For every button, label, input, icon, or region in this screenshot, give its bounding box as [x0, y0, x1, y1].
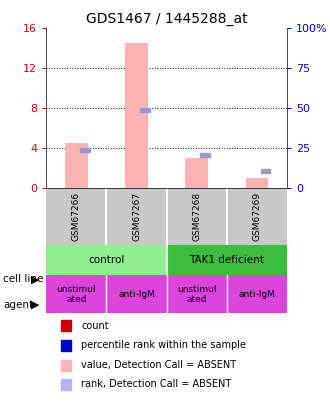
Bar: [261, 169, 270, 173]
Text: GSM67266: GSM67266: [72, 192, 81, 241]
Text: ▶: ▶: [31, 300, 40, 309]
Text: control: control: [88, 255, 125, 265]
Bar: [140, 108, 150, 112]
Bar: [200, 153, 210, 157]
Bar: [61, 320, 72, 331]
Bar: [65, 143, 88, 188]
Bar: [167, 188, 227, 245]
Text: GSM67268: GSM67268: [192, 192, 201, 241]
Text: percentile rank within the sample: percentile rank within the sample: [81, 340, 246, 350]
Text: GSM67267: GSM67267: [132, 192, 141, 241]
Bar: [227, 188, 287, 245]
Text: anti-IgM: anti-IgM: [118, 290, 155, 299]
Bar: [246, 178, 268, 188]
Text: unstimul
ated: unstimul ated: [56, 285, 96, 304]
Text: ▶: ▶: [31, 275, 40, 284]
Bar: [167, 275, 227, 313]
Bar: [106, 188, 167, 245]
Text: cell line: cell line: [3, 275, 44, 284]
Text: GSM67269: GSM67269: [252, 192, 261, 241]
Text: TAK1 deficient: TAK1 deficient: [189, 255, 264, 265]
Text: rank, Detection Call = ABSENT: rank, Detection Call = ABSENT: [81, 379, 231, 389]
Bar: [61, 340, 72, 350]
Bar: [61, 360, 72, 371]
Text: unstimul
ated: unstimul ated: [177, 285, 216, 304]
Bar: [185, 158, 208, 188]
Bar: [125, 43, 148, 188]
Bar: [80, 148, 89, 152]
Bar: [106, 275, 167, 313]
Text: value, Detection Call = ABSENT: value, Detection Call = ABSENT: [81, 360, 236, 370]
Bar: [46, 275, 106, 313]
Bar: [227, 275, 287, 313]
Title: GDS1467 / 1445288_at: GDS1467 / 1445288_at: [86, 12, 248, 26]
Text: count: count: [81, 321, 109, 331]
Text: agent: agent: [3, 300, 33, 309]
Bar: [61, 379, 72, 390]
Bar: [46, 188, 106, 245]
Bar: [46, 245, 167, 275]
Bar: [167, 245, 287, 275]
Text: anti-IgM: anti-IgM: [239, 290, 276, 299]
